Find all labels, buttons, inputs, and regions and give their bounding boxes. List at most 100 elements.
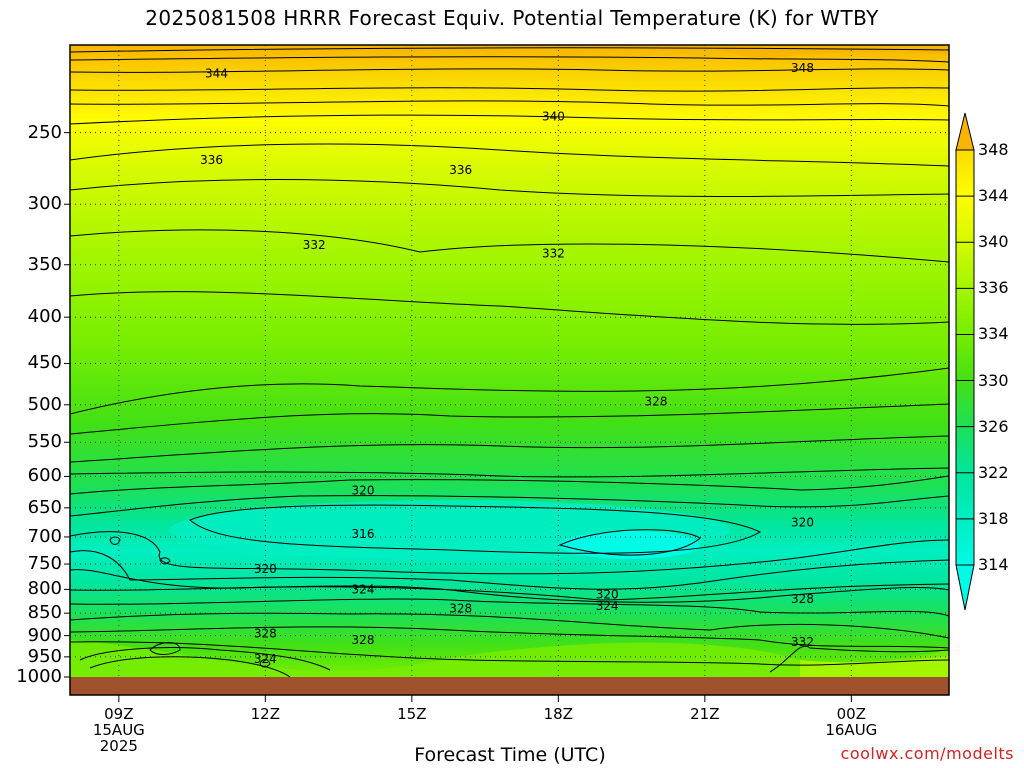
x-tick-label-group: 21Z — [665, 706, 745, 722]
contour-label: 336 — [200, 153, 223, 167]
contour-label: 332 — [791, 635, 814, 649]
y-tick-label: 550 — [27, 431, 62, 453]
contour-label-text: 348 — [791, 61, 814, 75]
x-tick-label: 09Z — [104, 705, 134, 723]
x-tick-label-group: 09Z 15AUG 2025 — [79, 706, 159, 754]
y-tick-label: 350 — [27, 253, 62, 275]
x-axis-label: Forecast Time (UTC) — [414, 744, 606, 766]
contour-label-text: 320 — [596, 587, 619, 601]
colorbar-label: 340 — [978, 232, 1009, 252]
y-tick-label: 450 — [27, 352, 62, 374]
x-tick-label-group: 15Z — [372, 706, 452, 722]
colorbar-label: 322 — [978, 462, 1009, 482]
contour-label-text: 320 — [254, 562, 277, 576]
contour-label: 320 — [254, 562, 277, 576]
contour-label-text: 336 — [200, 153, 223, 167]
colorbar-label: 336 — [978, 278, 1009, 298]
y-tick-label: 600 — [27, 465, 62, 487]
colorbar-body — [955, 149, 975, 566]
surface-warm-band — [70, 640, 949, 677]
contour-label: 328 — [254, 626, 277, 640]
contour-label: 320 — [596, 587, 619, 601]
x-tick-sublabel: 16AUG — [825, 721, 878, 739]
contour-label: 328 — [449, 602, 472, 616]
contour-label-text: 324 — [352, 582, 375, 596]
y-tick-label: 250 — [27, 121, 62, 143]
y-tick-label: 500 — [27, 393, 62, 415]
contour-label: 324 — [596, 599, 619, 613]
colorbar-label: 348 — [978, 140, 1009, 159]
x-tick-label-group: 12Z — [225, 706, 305, 722]
y-tick-label: 800 — [27, 578, 62, 600]
y-ticks — [64, 132, 70, 678]
contour-label-text: 324 — [596, 599, 619, 613]
plot-frame — [69, 44, 950, 696]
contour-label: 332 — [542, 246, 565, 260]
colorbar-label: 334 — [978, 324, 1009, 344]
contour-label-text: 320 — [352, 484, 375, 498]
contour-label-text: 328 — [352, 633, 375, 647]
ground-strip — [70, 677, 949, 695]
chart-title: 2025081508 HRRR Forecast Equiv. Potentia… — [145, 6, 879, 30]
contour-label: 328 — [791, 592, 814, 606]
credit-link[interactable]: coolwx.com/modelts — [840, 744, 1014, 763]
y-tick-label: 900 — [27, 624, 62, 646]
y-tick-label: 950 — [27, 645, 62, 667]
time-gridlines — [118, 45, 852, 677]
contour-label-text: 328 — [254, 626, 277, 640]
contour-label-text: 344 — [205, 66, 228, 80]
contour-label: 328 — [645, 395, 668, 409]
y-tick-label: 400 — [27, 306, 62, 328]
x-tick-sublabel: 15AUG — [92, 721, 145, 739]
x-tick-sublabel: 2025 — [99, 737, 138, 755]
y-tick-label: 850 — [27, 602, 62, 624]
contour-label-text: 332 — [303, 238, 326, 252]
contour-label: 324 — [352, 582, 375, 596]
colorbar-label: 344 — [978, 186, 1009, 206]
y-tick-label: 300 — [27, 193, 62, 215]
y-tick-label: 1000 — [16, 666, 62, 687]
x-tick-label: 00Z — [836, 705, 867, 723]
x-tick-label: 15Z — [397, 705, 427, 723]
contour-label: 332 — [303, 238, 326, 252]
x-tick-label-group: 18Z — [518, 706, 598, 722]
contour-label-text: 316 — [352, 527, 375, 541]
colorbar-top-arrow — [955, 112, 975, 151]
y-tick-label: 700 — [27, 525, 62, 547]
contour-label-text: 324 — [254, 652, 277, 666]
contour-label-text: 336 — [449, 163, 472, 177]
contour-label: 336 — [449, 163, 472, 177]
contour-label-text: 332 — [542, 246, 565, 260]
colorbar-label: 318 — [978, 508, 1009, 528]
contour-label: 340 — [542, 110, 565, 124]
colorbar — [955, 112, 975, 611]
x-tick-label: 12Z — [250, 705, 281, 723]
contour-label: 320 — [352, 484, 375, 498]
x-tick-label-group: 00Z 16AUG — [811, 706, 891, 738]
contour-label: 344 — [205, 66, 228, 80]
x-tick-label: 18Z — [543, 705, 574, 723]
contour-label-text: 340 — [542, 110, 565, 124]
contour-label-text: 320 — [791, 516, 814, 530]
contour-label-text: 332 — [791, 635, 814, 649]
contour-label: 328 — [352, 633, 375, 647]
contour-label-text: 328 — [645, 395, 668, 409]
colorbar-bottom-arrow — [955, 564, 975, 611]
colorbar-label: 330 — [978, 370, 1009, 390]
contour-label-text: 328 — [791, 592, 814, 606]
contour-label: 348 — [791, 61, 814, 75]
y-tick-label: 750 — [27, 553, 62, 575]
contour-label-text: 328 — [449, 602, 472, 616]
theta-e-field — [70, 45, 949, 677]
contour-lines — [70, 47, 949, 677]
x-ticks — [118, 695, 852, 702]
x-tick-label: 21Z — [690, 705, 720, 723]
contour-label: 320 — [791, 516, 814, 530]
colorbar-label: 326 — [978, 416, 1009, 436]
colorbar-label: 314 — [978, 555, 1009, 574]
colorbar-ticks — [956, 149, 974, 566]
y-tick-label: 650 — [27, 496, 62, 518]
contour-label: 316 — [352, 527, 375, 541]
